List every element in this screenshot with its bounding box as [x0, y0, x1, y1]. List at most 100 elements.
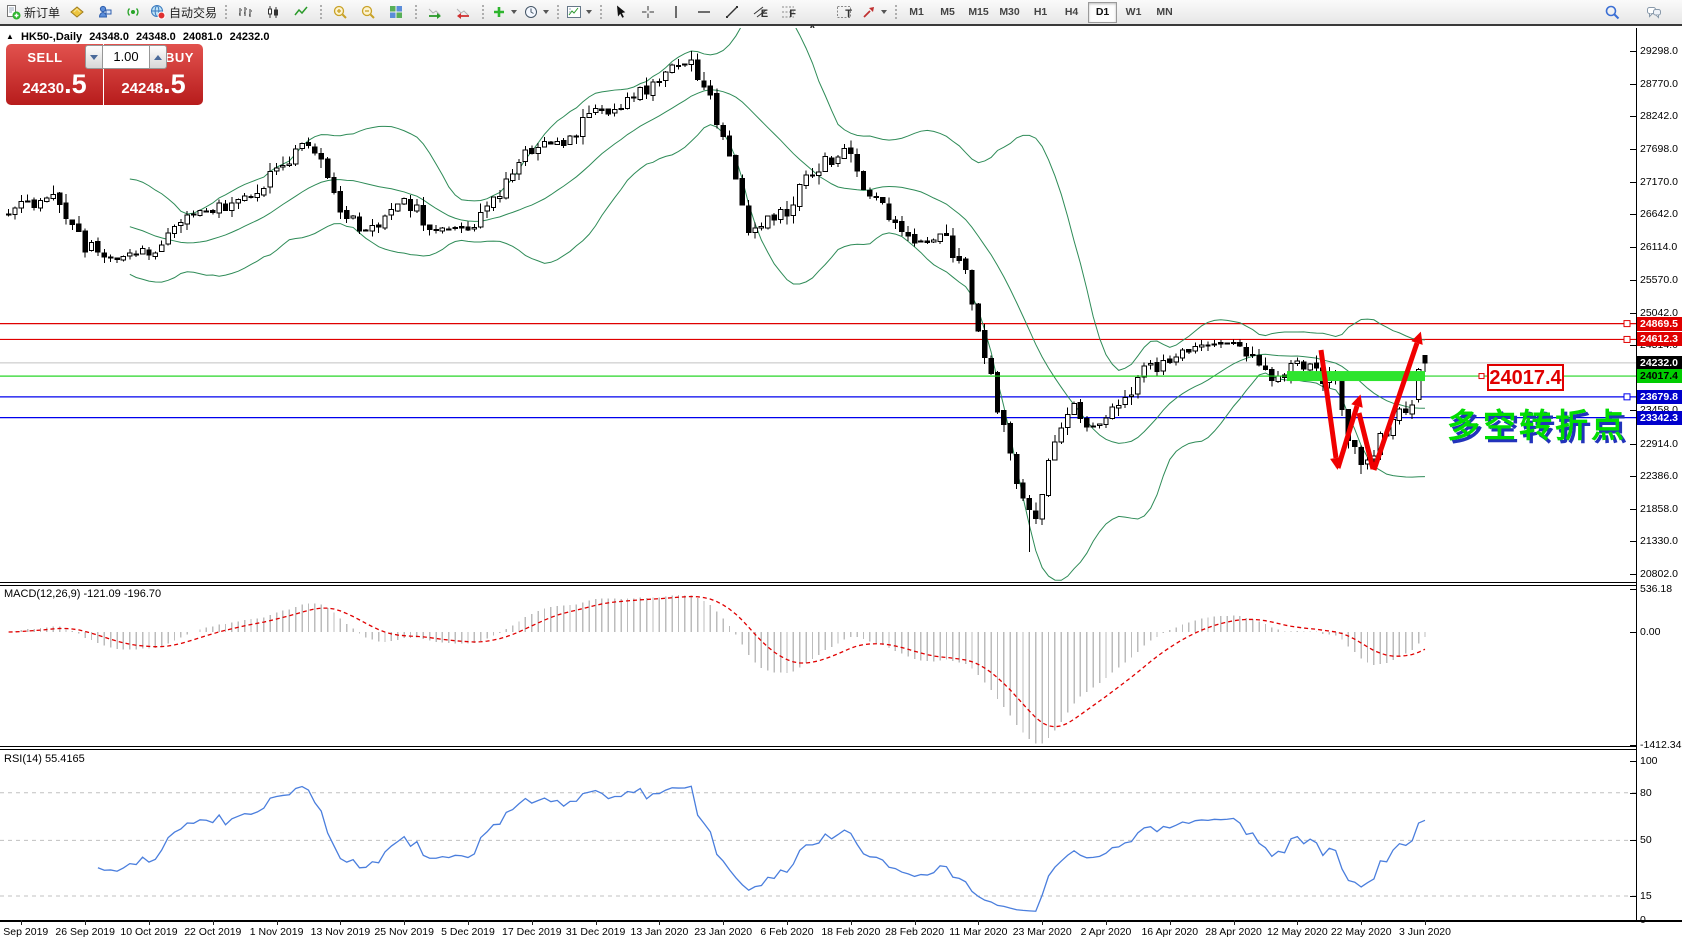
axis-tick-mark	[1630, 116, 1636, 117]
timeframe-d1-button[interactable]: D1	[1088, 1, 1118, 23]
level-line-handle[interactable]	[1623, 335, 1631, 343]
date-axis-label: 6 Feb 2020	[760, 926, 814, 938]
periods-button[interactable]	[520, 1, 552, 23]
channel-button-glyph: E	[760, 8, 769, 20]
axis-tick-mark	[1630, 443, 1636, 445]
axis-tick-mark	[276, 920, 278, 925]
timeframe-mn-button[interactable]: MN	[1156, 5, 1173, 18]
toolbar-grip	[318, 3, 324, 21]
axis-tick-mark	[1630, 51, 1636, 52]
vertical-line-button[interactable]	[662, 1, 690, 23]
chevron-down-icon	[90, 54, 98, 60]
zoom-in-button[interactable]	[326, 1, 354, 23]
date-axis-label: 22 May 2020	[1330, 926, 1392, 938]
zoom-out-button[interactable]	[354, 1, 382, 23]
support-zone-highlight[interactable]	[1287, 371, 1425, 382]
dropdown-caret-icon[interactable]	[543, 10, 550, 14]
axis-tick-mark	[1297, 920, 1299, 925]
ohlc-open: 24348.0	[89, 31, 129, 43]
timeframe-m1-button[interactable]: M1	[909, 5, 924, 18]
axis-tick-mark	[340, 920, 342, 925]
volume-input[interactable]: 1.00	[103, 45, 149, 69]
horizontal-line-button[interactable]	[690, 1, 718, 23]
axis-tick-mark	[914, 920, 916, 925]
new-order-button[interactable]: 新订单	[2, 1, 63, 23]
timeframe-m30-button[interactable]: M30	[999, 5, 1020, 18]
crosshair-button[interactable]	[634, 1, 662, 23]
price-axis-label: 15	[1640, 889, 1652, 902]
templates-button[interactable]	[563, 1, 595, 23]
gold-diamond-icon[interactable]	[63, 1, 91, 23]
chat-icon	[1646, 4, 1662, 20]
axis-tick-mark	[1630, 541, 1636, 543]
indicators-button[interactable]	[488, 1, 520, 23]
axis-tick-mark	[850, 920, 852, 925]
rsi-indicator-pane[interactable]	[0, 750, 1636, 921]
cursor-button[interactable]	[606, 1, 634, 23]
callout-anchor-marker	[1478, 373, 1485, 380]
chart-title: ▲ HK50-,Daily 24348.0 24348.0 24081.0 24…	[6, 31, 273, 43]
axis-tick-mark	[1630, 410, 1636, 412]
macd-indicator-pane[interactable]	[0, 586, 1636, 747]
channel-button[interactable]: E	[746, 1, 774, 23]
dropdown-caret-icon[interactable]	[586, 10, 593, 14]
timeframe-m15-button[interactable]: M15	[968, 5, 989, 18]
main-price-chart[interactable]	[0, 28, 1636, 583]
axis-tick-mark	[1630, 214, 1636, 216]
trendline-button[interactable]	[718, 1, 746, 23]
price-callout-label[interactable]: 24017.4	[1487, 364, 1564, 391]
symbol-name: HK50-,Daily	[20, 31, 83, 43]
chat-button[interactable]	[1640, 1, 1668, 23]
signal-icon	[125, 4, 141, 20]
ohlc-close: 24232.0	[229, 31, 270, 43]
axis-tick-mark	[1630, 246, 1636, 248]
auto-trading-button[interactable]: 自动交易	[147, 1, 220, 23]
auto-scroll-button[interactable]	[421, 1, 449, 23]
search-button[interactable]	[1598, 1, 1626, 23]
bar-chart-button[interactable]	[231, 1, 259, 23]
level-line-handle[interactable]	[1623, 393, 1631, 401]
date-axis-label: 23 Jan 2020	[694, 926, 753, 938]
volume-decrease-button[interactable]	[85, 45, 103, 69]
turning-point-annotation[interactable]: 多空转折点	[1447, 407, 1627, 444]
date-axis-label: 28 Feb 2020	[885, 926, 945, 938]
date-axis-label: 18 Feb 2020	[821, 926, 881, 938]
tile-windows-button[interactable]	[382, 1, 410, 23]
volume-increase-button[interactable]	[149, 45, 167, 69]
horizontal-level-lines[interactable]	[0, 323, 1636, 419]
timeframe-h1-button[interactable]: H1	[1033, 5, 1048, 18]
date-axis-label: 22 Oct 2019	[184, 926, 242, 938]
date-axis-label: 25 Nov 2019	[374, 926, 434, 938]
level-line-handle[interactable]	[1623, 320, 1631, 328]
support-icon[interactable]	[91, 1, 119, 23]
date-axis-label: 31 Dec 2019	[565, 926, 626, 938]
axis-tick-mark	[1233, 920, 1235, 925]
person-icon	[97, 4, 113, 20]
timeframe-w1-button[interactable]: W1	[1125, 5, 1142, 18]
text-button[interactable]: A	[802, 1, 830, 36]
channel-icon: E	[752, 4, 768, 20]
price-level-badge: 24612.3	[1637, 332, 1682, 347]
dropdown-caret-icon[interactable]	[881, 10, 888, 14]
timeframe-m5-button[interactable]: M5	[940, 5, 955, 18]
fibonacci-button[interactable]: F	[774, 1, 802, 23]
candlestick-chart-button[interactable]	[259, 1, 287, 23]
timeframe-h4-button[interactable]: H4	[1064, 5, 1079, 18]
auto-trading-button-label: 自动交易	[169, 5, 218, 20]
macd-signal-line	[8, 595, 1426, 728]
trend-arrow-annotations[interactable]	[1318, 331, 1423, 471]
line-chart-button[interactable]	[287, 1, 315, 23]
pane-separator[interactable]	[0, 582, 1636, 586]
price-axis-label: 536.18	[1640, 583, 1673, 596]
axis-tick-mark	[21, 920, 23, 925]
globe-red-icon	[150, 4, 166, 20]
price-level-badge: 23342.3	[1637, 410, 1682, 425]
signals-icon[interactable]	[119, 1, 147, 23]
sell-price-main: 24230	[22, 80, 65, 97]
label-button[interactable]: T	[830, 1, 858, 23]
dropdown-caret-icon[interactable]	[511, 10, 518, 14]
axis-tick-mark	[1630, 149, 1636, 151]
pane-separator[interactable]	[0, 746, 1636, 750]
shapes-button[interactable]	[858, 1, 890, 23]
chart-shift-button[interactable]	[449, 1, 477, 23]
